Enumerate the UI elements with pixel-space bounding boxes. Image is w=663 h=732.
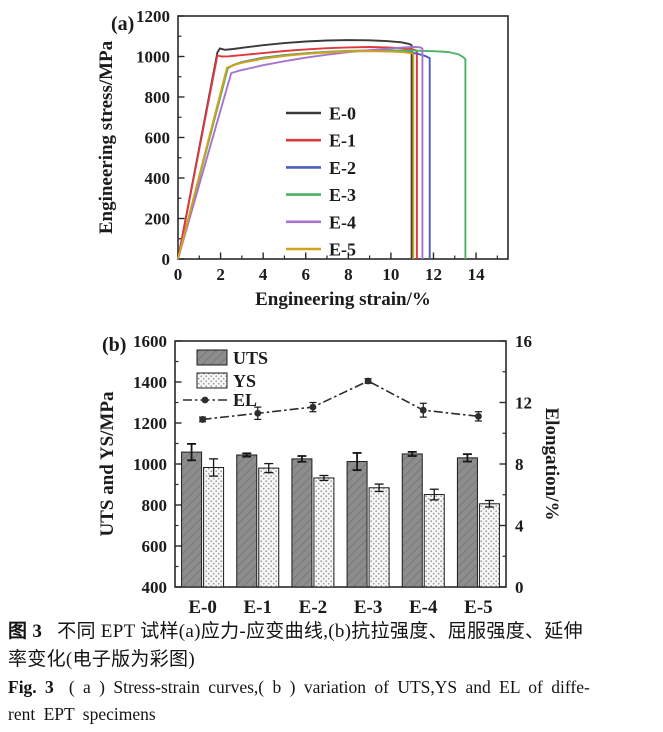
el-marker-E-4 xyxy=(419,406,427,414)
x-tick-label: 14 xyxy=(468,265,486,284)
left-tick-label: 1000 xyxy=(133,455,167,474)
bar-YS-E-2 xyxy=(313,477,335,588)
legend-label-ys: YS xyxy=(233,371,256,391)
caption-chinese: 图 3 不同 EPT 试样(a)应力-应变曲线,(b)抗拉强度、屈服强度、延伸率变… xyxy=(8,618,653,674)
el-marker-E-3 xyxy=(364,377,372,385)
bar-YS-E-4 xyxy=(423,494,445,588)
y-tick-label: 400 xyxy=(145,169,171,188)
y-tick-label: 800 xyxy=(145,88,171,107)
legend-label-E-1: E-1 xyxy=(329,131,356,151)
legend-label-uts: UTS xyxy=(233,348,268,368)
x-tick-label: 0 xyxy=(174,265,183,284)
right-axis-title: Elongation/% xyxy=(541,408,562,521)
category-label-E-5: E-5 xyxy=(464,597,493,618)
legend-label-E-0: E-0 xyxy=(329,104,356,124)
bar-UTS-E-2 xyxy=(291,458,313,588)
caption-zh-text-line1: 不同 EPT 试样(a)应力-应变曲线,(b)抗拉强度、屈服强度、延伸 xyxy=(57,621,583,642)
left-tick-label: 1600 xyxy=(133,332,167,351)
legend-label-el: EL xyxy=(233,390,257,410)
x-tick-label: 8 xyxy=(344,265,353,284)
category-label-E-2: E-2 xyxy=(299,597,328,618)
y-tick-label: 1200 xyxy=(136,7,170,26)
el-marker-E-5 xyxy=(475,412,482,420)
curve-E-0 xyxy=(177,39,413,260)
category-label-E-3: E-3 xyxy=(354,597,383,618)
right-tick-label: 0 xyxy=(515,578,524,597)
x-axis-title: Engineering strain/% xyxy=(255,289,431,310)
el-marker-E-2 xyxy=(309,403,317,411)
category-label-E-0: E-0 xyxy=(188,597,217,618)
figure-caption: 图 3 不同 EPT 试样(a)应力-应变曲线,(b)抗拉强度、屈服强度、延伸率变… xyxy=(8,618,653,728)
left-tick-label: 1400 xyxy=(133,373,167,392)
stress-strain-chart: 0 2 4 6 8 10 12 14 0 200 400 600 800 1000 1200 Engineer… xyxy=(0,0,663,325)
category-label-E-1: E-1 xyxy=(244,597,273,618)
curve-E-5 xyxy=(177,50,415,260)
caption-en-text-line1: ( a ) Stress-strain curves,( b ) variati… xyxy=(68,677,590,697)
x-tick-label: 4 xyxy=(259,265,268,284)
caption-en-text-line2: rent EPT specimens xyxy=(8,704,156,724)
el-line xyxy=(202,380,479,421)
legend-swatch-ys xyxy=(196,372,228,389)
bar-YS-E-0 xyxy=(203,466,225,588)
curve-E-2 xyxy=(177,49,431,260)
caption-zh-text-line2: 率变化(电子版为彩图) xyxy=(8,649,195,670)
y-tick-label: 1000 xyxy=(136,48,170,67)
x-tick-label: 10 xyxy=(382,265,399,284)
caption-english: Fig. 3 ( a ) Stress-strain curves,( b ) v… xyxy=(8,674,653,728)
right-tick-label: 8 xyxy=(515,455,524,474)
bar-UTS-E-4 xyxy=(401,453,423,588)
y-tick-label: 600 xyxy=(145,129,171,148)
left-tick-label: 1200 xyxy=(133,414,167,433)
x-tick-label: 6 xyxy=(301,265,310,284)
legend-label-E-3: E-3 xyxy=(329,185,356,205)
bar-UTS-E-5 xyxy=(456,457,478,588)
bar-YS-E-1 xyxy=(258,467,280,588)
right-tick-label: 4 xyxy=(515,517,524,536)
curve-E-1 xyxy=(177,46,418,260)
panel-label-a: (a) xyxy=(111,13,134,35)
bar-YS-E-3 xyxy=(368,487,390,588)
category-label-E-4: E-4 xyxy=(409,597,438,618)
x-tick-label: 2 xyxy=(216,265,225,284)
uts-ys-el-chart: 400 600 800 1000 1200 1400 1600 0 4 8 12 16 UTS and … xyxy=(0,320,663,627)
left-tick-label: 400 xyxy=(142,578,168,597)
x-tick-label: 12 xyxy=(425,265,442,284)
legend-label-E-2: E-2 xyxy=(329,158,356,178)
el-marker-E-1 xyxy=(254,409,262,417)
y-tick-label: 0 xyxy=(162,250,171,269)
legend-marker-el xyxy=(201,396,209,404)
y-axis-title: Engineering stress/MPa xyxy=(96,40,117,234)
left-tick-label: 800 xyxy=(142,496,168,515)
bar-UTS-E-3 xyxy=(346,461,368,588)
panel-label-b: (b) xyxy=(102,334,126,356)
caption-en-number: Fig. 3 xyxy=(8,677,54,697)
legend-swatch-uts xyxy=(196,349,228,366)
right-tick-label: 12 xyxy=(515,394,532,413)
uts-ys-el-svg: 400 600 800 1000 1200 1400 1600 0 4 8 12 16 UTS and … xyxy=(97,332,562,618)
bar-YS-E-5 xyxy=(478,503,500,588)
caption-zh-number: 图 3 xyxy=(8,621,43,642)
stress-strain-svg: 0 2 4 6 8 10 12 14 0 200 400 600 800 1000 1200 Engineer… xyxy=(96,7,509,310)
left-tick-label: 600 xyxy=(142,537,168,556)
bar-UTS-E-1 xyxy=(236,454,258,588)
el-marker-E-0 xyxy=(199,416,206,423)
left-axis-title: UTS and YS/MPa xyxy=(97,391,118,536)
legend-label-E-5: E-5 xyxy=(329,240,356,260)
y-tick-label: 200 xyxy=(145,210,171,229)
curve-E-4 xyxy=(177,46,424,260)
right-tick-label: 16 xyxy=(515,332,532,351)
bar-UTS-E-0 xyxy=(181,451,203,588)
legend-label-E-4: E-4 xyxy=(329,212,356,232)
